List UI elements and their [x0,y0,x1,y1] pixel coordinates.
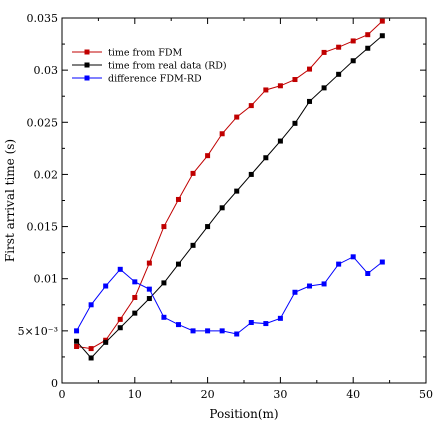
data-point [175,322,181,328]
data-point [307,283,313,289]
data-point [234,114,240,120]
data-point [117,316,123,322]
y-tick-label: 0.035 [27,12,59,25]
data-point [263,155,269,161]
data-point [263,321,269,327]
data-point [350,38,356,44]
data-point [379,33,385,39]
data-point [321,281,327,287]
data-point [146,296,152,302]
data-point [74,338,80,344]
data-point [307,98,313,104]
y-tick-label: 0.03 [34,64,59,77]
y-tick-label: 0 [51,377,58,390]
legend-entry: time from FDM [108,48,183,59]
legend-marker [84,62,90,68]
data-point [175,261,181,267]
plot-area: 0 10 20 30 40 50 0 5×10⁻³ 0.01 0.015 0.02 0.025 0.03… [18,12,433,401]
data-point [132,310,138,316]
data-point [161,314,167,320]
x-tick-label: 40 [346,388,360,401]
series-line [76,256,383,335]
data-point [292,289,298,295]
data-point [219,328,225,334]
data-point [88,302,94,308]
series-2 [74,254,385,337]
legend-entry: time from real data (RD) [108,61,227,72]
data-point [336,71,342,77]
data-point [277,138,283,144]
y-tick-label: 5×10⁻³ [18,325,58,338]
data-point [307,66,313,72]
x-tick-label: 20 [201,388,215,401]
data-point [277,315,283,321]
legend-marker [84,49,90,55]
data-point [321,49,327,55]
legend: time from FDM time from real data (RD) dif… [72,48,227,85]
data-point [103,283,109,289]
data-point [88,355,94,361]
series-1 [74,33,385,361]
x-tick-label: 50 [419,388,433,401]
data-point [205,224,211,230]
data-point [350,58,356,64]
data-point [248,103,254,109]
data-point [190,242,196,248]
series-line [76,20,383,350]
data-point [190,328,196,334]
data-point [161,280,167,286]
legend-marker [84,75,90,81]
data-point [292,120,298,126]
x-axis-label: Position(m) [209,407,278,421]
data-point [132,294,138,300]
data-point [74,344,80,349]
data-point [365,32,371,38]
data-point [132,279,138,285]
data-point [234,331,240,337]
data-point [190,170,196,176]
data-point [234,188,240,194]
data-point [219,131,225,137]
y-axis-label: First arrival time (s) [3,139,17,262]
series-line [76,35,383,359]
data-point [219,205,225,211]
x-tick-label: 30 [273,388,287,401]
data-point [263,87,269,93]
data-point [248,320,254,326]
data-point [205,153,211,159]
y-tick-label: 0.025 [27,116,59,129]
data-point [379,18,385,24]
data-point [175,196,181,202]
data-point [321,85,327,91]
series-0 [74,18,385,352]
data-point [365,45,371,51]
data-point [103,339,109,345]
data-point [336,44,342,50]
data-point [161,224,167,230]
data-point [350,254,356,260]
data-point [248,171,254,177]
x-tick-label: 0 [59,388,66,401]
y-tick-label: 0.01 [34,273,59,286]
series-layer [74,18,385,361]
data-point [205,328,211,334]
y-tick-label: 0.015 [27,221,59,234]
data-point [277,83,283,89]
data-point [117,266,123,272]
data-point [146,260,152,266]
data-point [146,286,152,292]
data-point [379,259,385,265]
data-point [117,325,123,331]
data-point [74,328,80,334]
data-point [336,261,342,267]
data-point [292,77,298,83]
data-point [88,346,94,352]
y-tick-label: 0.02 [34,168,59,181]
x-tick-label: 10 [128,388,142,401]
legend-entry: difference FDM-RD [108,74,202,85]
data-point [365,271,371,276]
